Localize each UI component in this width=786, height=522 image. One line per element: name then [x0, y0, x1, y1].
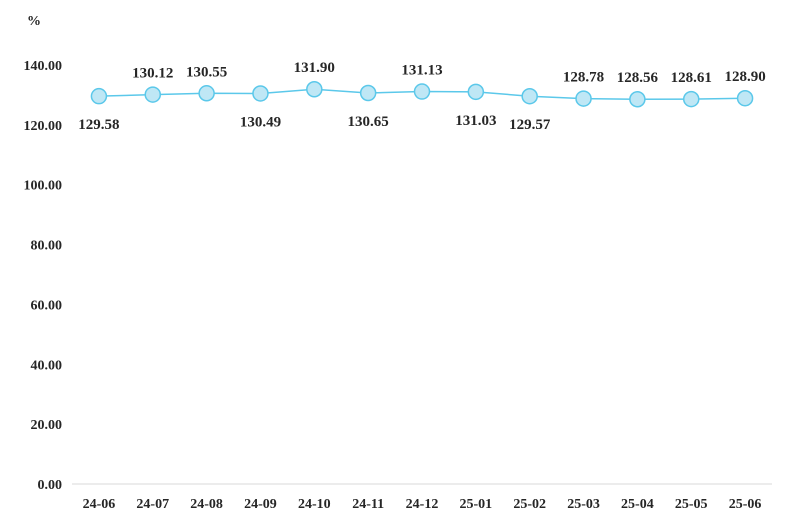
data-label: 131.90 [294, 60, 335, 76]
data-label: 130.55 [186, 64, 227, 80]
data-point-marker [90, 87, 108, 105]
data-point-marker [252, 85, 269, 102]
data-label: 130.65 [348, 114, 389, 130]
data-label: 129.57 [509, 117, 551, 133]
y-tick-label: 100.00 [24, 179, 63, 194]
data-point-marker [682, 90, 700, 108]
y-unit-label: % [27, 14, 41, 29]
y-tick-label: 140.00 [24, 59, 63, 74]
data-markers [90, 80, 754, 108]
data-label: 128.90 [724, 69, 765, 85]
y-tick-label: 0.00 [38, 478, 63, 493]
y-axis-ticks: 0.00 20.00 40.00 60.00 80.00 100.00 120.00 140.… [24, 59, 63, 493]
data-label: 130.12 [132, 66, 173, 82]
data-point-marker [359, 84, 377, 102]
data-label: 131.03 [455, 113, 496, 129]
data-point-marker [413, 83, 431, 100]
x-tick-label: 25-06 [729, 497, 762, 512]
x-tick-label: 24-07 [136, 497, 169, 512]
x-tick-label: 24-12 [406, 497, 439, 512]
x-tick-label: 24-11 [352, 497, 384, 512]
data-point-marker [144, 86, 162, 103]
y-tick-label: 60.00 [31, 298, 63, 313]
data-label: 128.56 [617, 70, 659, 86]
y-tick-label: 80.00 [31, 239, 63, 254]
data-point-marker [306, 80, 323, 98]
data-label: 128.78 [563, 70, 604, 86]
x-tick-label: 24-06 [83, 497, 116, 512]
x-tick-label: 25-01 [460, 497, 493, 512]
x-tick-label: 24-08 [190, 497, 223, 512]
x-tick-label: 25-05 [675, 497, 708, 512]
data-labels: 129.58 130.12 130.55 130.49 131.90 130.65 131.… [78, 60, 765, 133]
x-tick-label: 25-04 [621, 497, 654, 512]
data-point-marker [736, 89, 754, 107]
data-point-marker [575, 90, 592, 107]
data-label: 129.58 [78, 117, 119, 133]
x-tick-label: 24-09 [244, 497, 277, 512]
y-tick-label: 40.00 [31, 358, 63, 373]
y-tick-label: 20.00 [31, 418, 63, 433]
data-point-marker [467, 83, 485, 101]
data-point-marker [629, 90, 646, 108]
x-tick-label: 25-02 [513, 497, 546, 512]
data-label: 128.61 [671, 70, 712, 86]
data-point-marker [198, 85, 215, 102]
x-tick-label: 24-10 [298, 497, 331, 512]
x-axis-ticks: 24-06 24-07 24-08 24-09 24-10 24-11 24-12 25-01… [83, 497, 762, 512]
data-point-marker [521, 87, 538, 105]
data-label: 131.13 [401, 63, 442, 79]
y-tick-label: 120.00 [24, 119, 63, 134]
x-tick-label: 25-03 [567, 497, 600, 512]
data-label: 130.49 [240, 114, 281, 130]
